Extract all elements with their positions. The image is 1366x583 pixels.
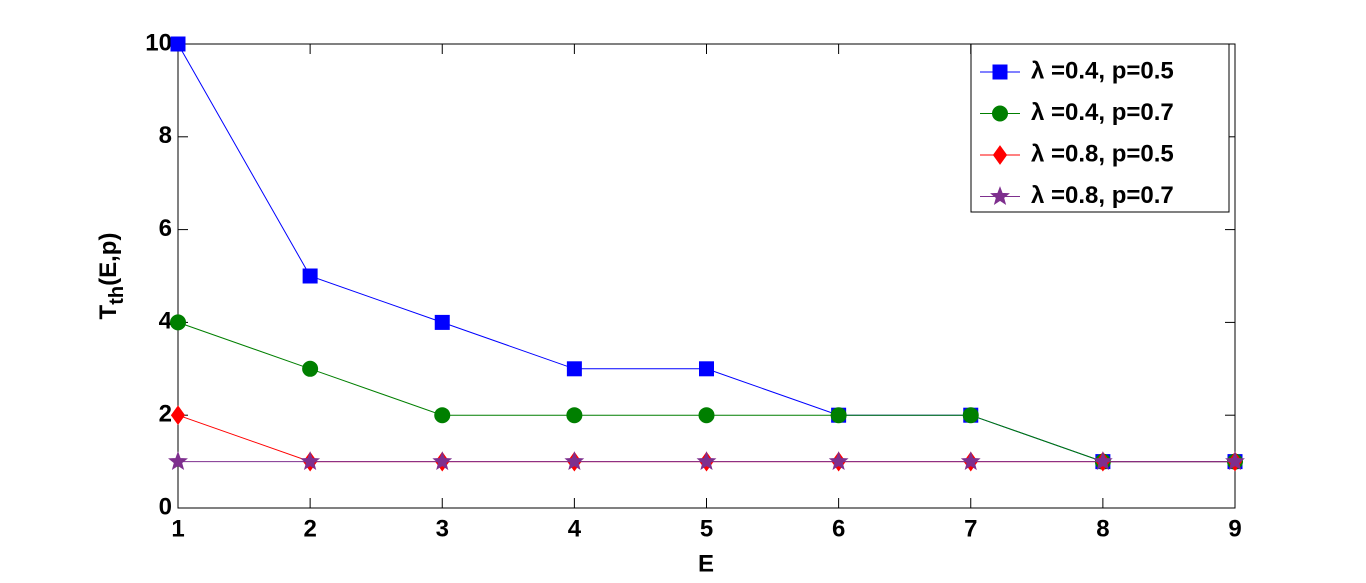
legend-marker — [990, 186, 1010, 205]
marker — [170, 314, 186, 331]
y-label-subscript: th — [106, 286, 128, 305]
marker — [962, 407, 979, 424]
marker — [828, 451, 849, 471]
marker — [566, 361, 582, 377]
marker — [302, 268, 318, 284]
x-tick-label: 9 — [1228, 515, 1241, 542]
x-tick-label: 6 — [832, 515, 845, 542]
y-axis-label: Tth(E,p) — [95, 233, 128, 320]
marker — [696, 451, 717, 471]
x-tick-label: 4 — [568, 515, 582, 542]
marker — [168, 451, 188, 471]
legend-label: λ =0.4, p=0.5 — [1031, 57, 1174, 84]
marker — [302, 360, 319, 377]
marker — [170, 36, 186, 52]
x-tick-label: 1 — [171, 515, 184, 542]
y-label-suffix: (E,p) — [95, 233, 122, 286]
marker — [1225, 451, 1245, 471]
legend-marker — [992, 145, 1008, 165]
y-tick-label: 0 — [159, 493, 172, 520]
x-tick-label: 3 — [436, 515, 449, 542]
y-tick-label: 6 — [159, 215, 172, 242]
legend-label: λ =0.4, p=0.7 — [1031, 99, 1174, 126]
marker — [300, 451, 321, 471]
y-tick-label: 2 — [159, 401, 172, 428]
legend-marker — [992, 64, 1008, 80]
legend-label: λ =0.8, p=0.7 — [1031, 182, 1174, 209]
marker — [830, 407, 847, 424]
marker — [434, 314, 450, 330]
marker — [566, 407, 583, 424]
legend-label: λ =0.8, p=0.5 — [1031, 140, 1174, 167]
marker — [699, 361, 714, 377]
legend-marker — [992, 105, 1008, 122]
y-label-main: T — [95, 304, 122, 319]
marker — [960, 451, 981, 471]
x-tick-label: 2 — [303, 515, 316, 542]
marker — [170, 405, 186, 426]
y-tick-label: 8 — [159, 122, 172, 149]
x-tick-label: 7 — [964, 515, 977, 542]
x-tick-label: 5 — [700, 515, 713, 542]
y-tick-label: 4 — [159, 308, 173, 335]
marker — [1092, 451, 1113, 471]
y-tick-label: 10 — [145, 29, 172, 56]
legend: λ =0.4, p=0.5 λ =0.4, p=0.7 λ =0.8, p=0.5 λ… — [970, 43, 1230, 213]
x-axis-label: E — [698, 550, 714, 577]
marker — [698, 407, 715, 424]
marker — [564, 451, 585, 471]
marker — [434, 407, 451, 424]
x-tick-label: 8 — [1096, 515, 1109, 542]
marker — [432, 451, 453, 471]
